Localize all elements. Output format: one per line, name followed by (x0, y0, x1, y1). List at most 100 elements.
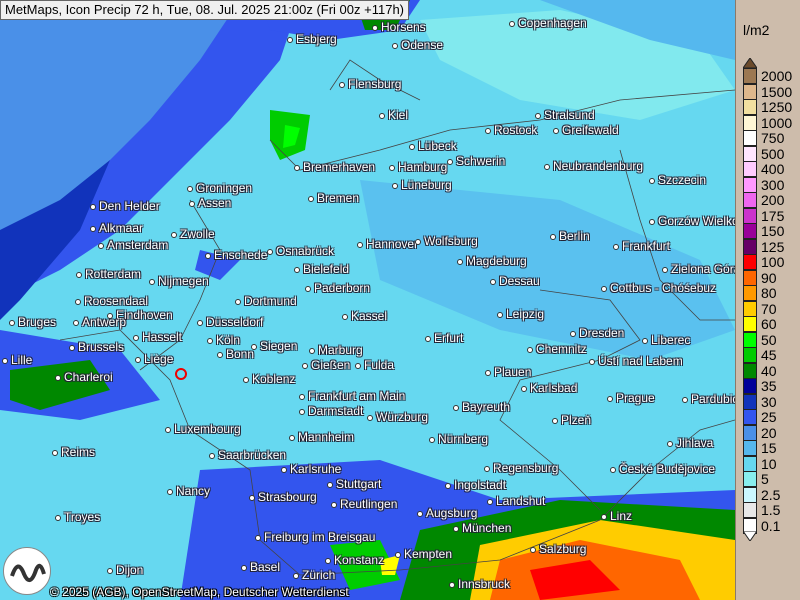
city-dot-icon (189, 200, 195, 207)
city-name: Nancy (176, 484, 211, 498)
precipitation-map[interactable]: Horsens Copenhagen Esbjerg Odense Flensburg K… (0, 0, 735, 600)
city-dot-icon (325, 557, 331, 564)
city-label: Ingolstadt (445, 479, 506, 492)
legend-swatch (743, 223, 757, 239)
city-name: Dessau (499, 274, 540, 288)
city-label: Bonn (217, 348, 254, 361)
city-name: Amsterdam (107, 238, 169, 252)
city-name: Fulda (364, 358, 395, 372)
legend-swatch (743, 145, 757, 162)
city-dot-icon (527, 346, 533, 353)
city-label: Zielona Góra (662, 263, 735, 276)
legend-swatch (743, 130, 757, 146)
city-dot-icon (294, 164, 300, 171)
city-name: Freiburg im Breisgau (264, 530, 376, 544)
city-name: Brussels (78, 340, 125, 354)
legend-label: 2000 (761, 68, 793, 84)
city-name: Szczecin (658, 173, 707, 187)
city-label: Hamburg (389, 161, 447, 174)
city-dot-icon (107, 567, 113, 574)
city-dot-icon (171, 231, 177, 238)
city-name: München (462, 521, 512, 535)
city-dot-icon (389, 164, 395, 171)
city-dot-icon (613, 243, 619, 250)
city-dot-icon (255, 534, 261, 541)
city-dot-icon (235, 298, 241, 305)
city-label: Leipzig (497, 308, 544, 321)
city-name: Stuttgart (336, 477, 382, 491)
city-label: Dresden (570, 327, 624, 340)
city-label: Roosendaal (75, 295, 148, 308)
city-dot-icon (417, 510, 423, 517)
city-name: Greifswald (562, 123, 619, 137)
city-label: Troyes (55, 511, 100, 524)
legend-swatch (743, 68, 757, 84)
city-dot-icon (217, 351, 223, 358)
city-dot-icon (601, 513, 607, 520)
city-label: Reutlingen (331, 498, 397, 511)
city-label: Paderborn (305, 282, 370, 295)
city-label: Saarbrücken (209, 449, 286, 462)
city-name: Salzburg (539, 542, 587, 556)
legend-swatch (743, 114, 757, 131)
city-label: Rotterdam (76, 268, 141, 281)
logo-wave-icon (10, 563, 46, 582)
city-label: Rostock (485, 124, 537, 137)
city-label: Lübeck (409, 140, 457, 153)
city-dot-icon (251, 343, 257, 350)
legend-swatch (743, 238, 757, 255)
city-dot-icon (453, 404, 459, 411)
city-dot-icon (209, 452, 215, 459)
legend-label: 20 (761, 424, 777, 441)
city-label: Stuttgart (327, 478, 381, 491)
city-label: Alkmaar (90, 222, 143, 235)
city-dot-icon (133, 334, 139, 341)
city-label: Liberec (642, 334, 690, 347)
city-name: Luxembourg (174, 422, 241, 436)
legend-label: 60 (761, 316, 777, 332)
city-name: Lübeck (418, 139, 457, 153)
location-marker[interactable] (175, 368, 187, 380)
city-label: Plauen (485, 366, 531, 379)
city-label: Dessau (490, 275, 540, 288)
city-label: Copenhagen (509, 17, 587, 30)
city-label: Groningen (187, 182, 252, 195)
city-label: Bruges (9, 316, 56, 329)
city-name: Dijon (116, 563, 144, 577)
city-name: Prague (616, 391, 655, 405)
legend-label: 100 (761, 254, 785, 270)
city-name: Nürnberg (438, 432, 489, 446)
city-dot-icon (552, 417, 558, 424)
city-label: Dijon (107, 564, 143, 577)
city-dot-icon (601, 285, 607, 292)
city-dot-icon (281, 466, 287, 473)
city-name: Leipzig (506, 307, 545, 321)
city-label: Frankfurt am Main (299, 390, 405, 403)
city-name: Osnabrück (276, 244, 335, 258)
legend-swatch (743, 331, 757, 348)
city-name: Pardubice (691, 392, 735, 406)
city-label: Würzburg (367, 411, 428, 424)
legend-swatch (743, 409, 757, 425)
city-dot-icon (395, 551, 401, 558)
city-dot-icon (497, 311, 503, 318)
city-label: Regensburg (484, 462, 558, 475)
city-dot-icon (241, 564, 247, 571)
city-dot-icon (197, 319, 203, 326)
city-dot-icon (509, 20, 515, 27)
city-name: Stralsund (544, 108, 595, 122)
city-name: Horsens (381, 20, 426, 34)
map-title: MetMaps, Icon Precip 72 h, Tue, 08. Jul.… (0, 0, 410, 20)
legend-label: 500 (761, 145, 785, 162)
legend-label: 200 (761, 192, 785, 208)
legend-swatch (743, 347, 757, 363)
legend-label: 1.5 (761, 502, 781, 518)
city-name: Mannheim (298, 430, 355, 444)
city-name: Hamburg (398, 160, 448, 174)
city-label: Landshut (487, 495, 545, 508)
city-name: Karlsruhe (290, 462, 342, 476)
city-dot-icon (487, 498, 493, 505)
city-label: Horsens (372, 21, 426, 34)
city-name: Bielefeld (303, 262, 350, 276)
legend-label: 1250 (761, 99, 793, 115)
